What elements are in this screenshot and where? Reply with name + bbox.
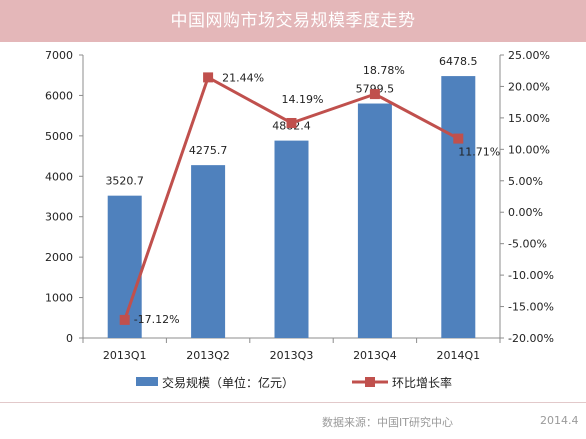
bar-value-label: 5799.5: [356, 83, 395, 96]
growth-value-label: 11.71%: [458, 146, 500, 159]
legend-line-label: 环比增长率: [392, 375, 452, 390]
growth-value-label: 14.19%: [282, 93, 324, 106]
right-tick-label: -10.00%: [508, 269, 554, 282]
growth-marker: [203, 72, 214, 83]
right-tick-label: 10.00%: [508, 143, 550, 156]
right-tick-label: 5.00%: [508, 175, 543, 188]
right-tick-label: -15.00%: [508, 301, 554, 314]
growth-marker: [453, 133, 464, 144]
bar: [107, 195, 142, 338]
x-category-label: 2013Q2: [186, 349, 230, 362]
chart-canvas: 0 1000 2000 3000 4000 5000 6000 7000 -20.00% -15.…: [45, 49, 554, 390]
legend-bar-swatch: [136, 377, 158, 386]
date-note: 2014.4: [540, 414, 579, 427]
right-tick-label: 25.00%: [508, 49, 550, 62]
bar: [274, 140, 309, 338]
growth-marker: [369, 89, 380, 100]
left-tick-label: 7000: [45, 49, 73, 62]
legend-line-marker: [365, 377, 375, 387]
growth-marker: [286, 117, 297, 128]
x-category-label: 2014Q1: [436, 349, 480, 362]
x-category-label: 2013Q4: [353, 349, 397, 362]
left-tick-label: 2000: [45, 251, 73, 264]
footer-divider: [0, 402, 586, 403]
x-category-label: 2013Q1: [103, 349, 147, 362]
left-tick-label: 3000: [45, 211, 73, 224]
growth-marker: [119, 314, 130, 325]
right-tick-label: -5.00%: [508, 238, 547, 251]
x-category-label: 2013Q3: [270, 349, 314, 362]
title-banner: 中国网购市场交易规模季度走势: [0, 0, 586, 42]
left-tick-label: 0: [66, 332, 73, 345]
growth-value-label: 21.44%: [222, 71, 264, 84]
right-tick-label: -20.00%: [508, 332, 554, 345]
bar: [357, 103, 392, 338]
right-tick-label: 15.00%: [508, 112, 550, 125]
left-tick-label: 5000: [45, 130, 73, 143]
bar-value-label: 4275.7: [189, 144, 228, 157]
right-tick-label: 20.00%: [508, 80, 550, 93]
bar-value-label: 3520.7: [105, 175, 144, 188]
bar: [191, 165, 226, 338]
bar-value-label: 6478.5: [439, 55, 478, 68]
source-note: 数据来源：中国IT研究中心: [322, 416, 453, 429]
growth-value-label: -17.12%: [134, 313, 180, 326]
left-tick-label: 1000: [45, 292, 73, 305]
chart-title: 中国网购市场交易规模季度走势: [170, 11, 416, 31]
legend-bar-label: 交易规模（单位：亿元）: [162, 375, 294, 390]
right-tick-label: 0.00%: [508, 206, 543, 219]
growth-value-label: 18.78%: [363, 64, 405, 77]
left-tick-label: 4000: [45, 170, 73, 183]
bar: [441, 76, 476, 339]
left-tick-label: 6000: [45, 89, 73, 102]
